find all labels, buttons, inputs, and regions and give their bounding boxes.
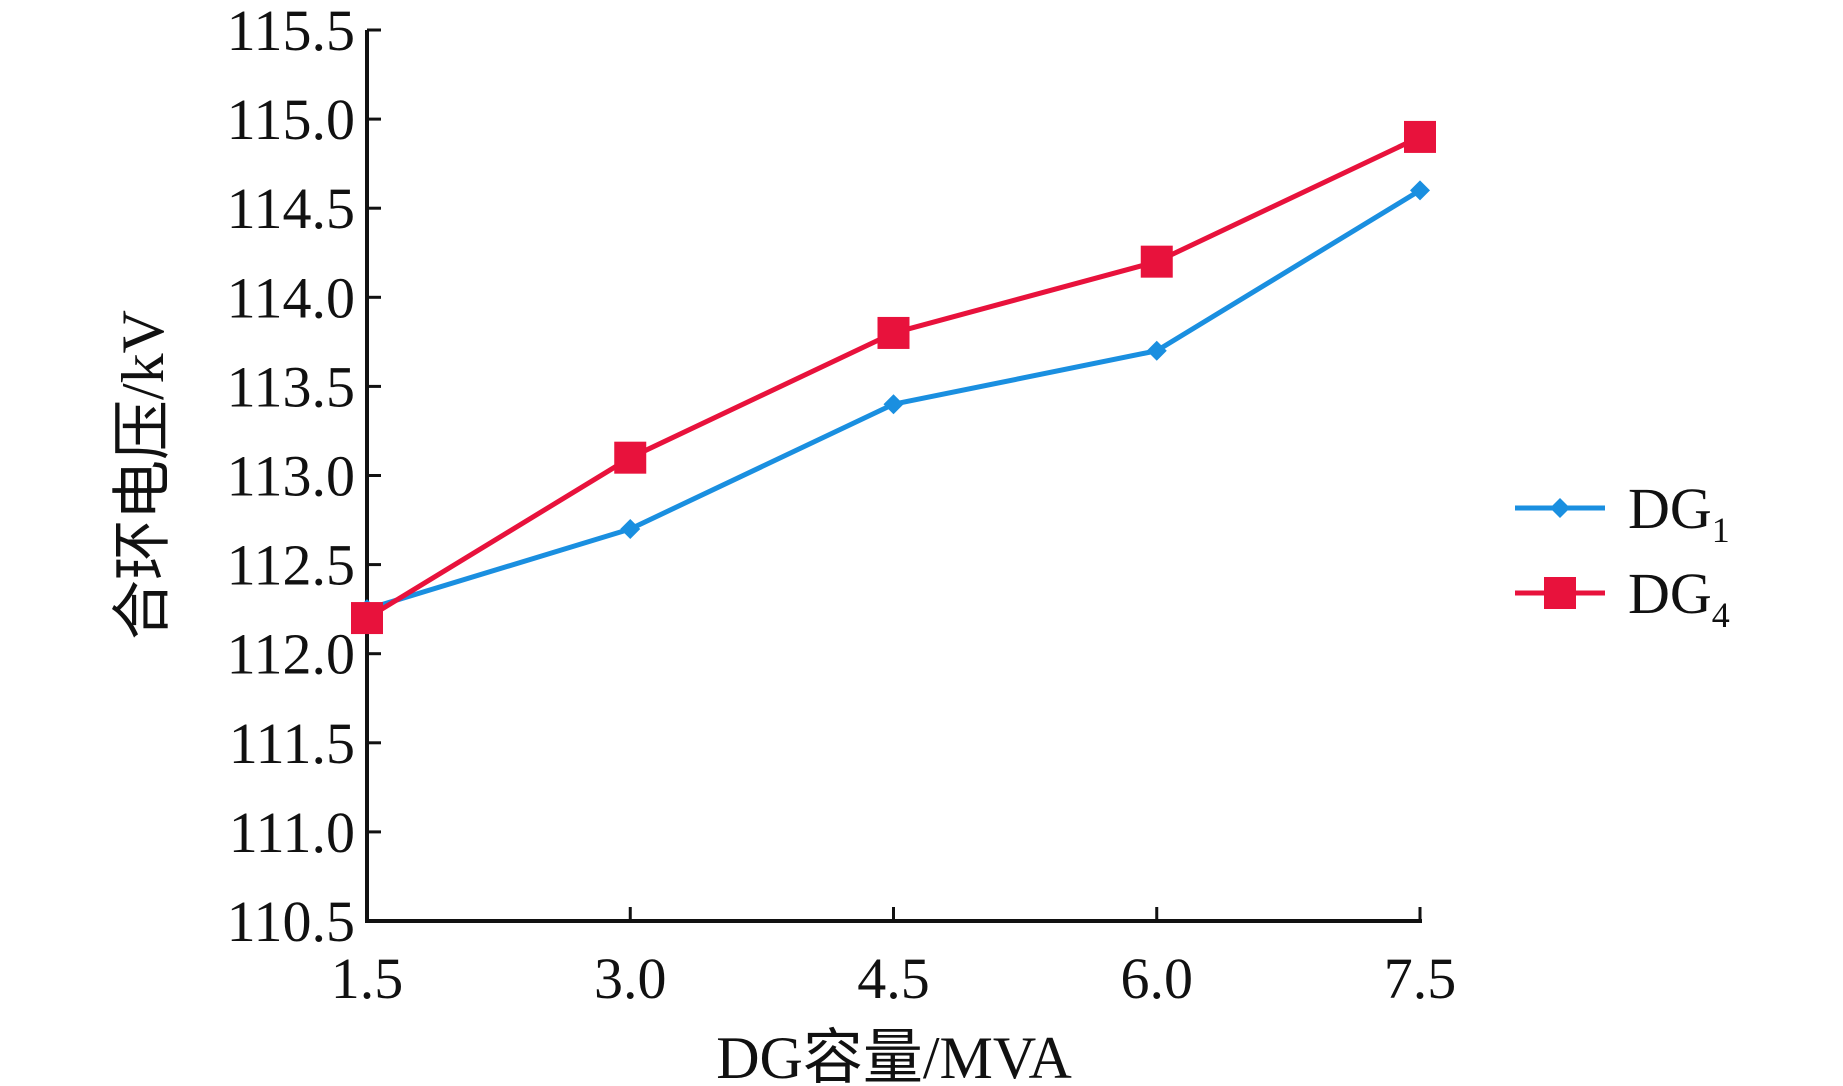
legend-item: DG4 bbox=[1515, 561, 1730, 635]
data-point bbox=[351, 602, 383, 635]
legend-label-subscript: 4 bbox=[1712, 595, 1730, 635]
data-point bbox=[1410, 180, 1430, 201]
data-point bbox=[1146, 340, 1167, 361]
y-tick-label: 113.0 bbox=[227, 444, 355, 509]
data-point bbox=[883, 394, 904, 415]
x-tick-label: 7.5 bbox=[1384, 946, 1457, 1011]
series-0 bbox=[357, 180, 1430, 620]
legend-label: DG1 bbox=[1628, 476, 1730, 550]
y-tick-label: 112.5 bbox=[227, 533, 355, 598]
data-point bbox=[1140, 245, 1173, 278]
legend-swatch-marker bbox=[1544, 577, 1576, 609]
y-tick-label: 111.0 bbox=[229, 800, 355, 865]
y-tick-label: 115.0 bbox=[227, 87, 355, 152]
series bbox=[351, 120, 1436, 635]
data-point bbox=[614, 441, 647, 474]
x-tick-label: 3.0 bbox=[594, 946, 667, 1011]
y-tick-label: 110.5 bbox=[227, 889, 355, 954]
data-point bbox=[620, 518, 641, 539]
y-tick-label: 114.0 bbox=[227, 265, 355, 330]
y-tick-label: 111.5 bbox=[229, 711, 355, 776]
x-tick-label: 1.5 bbox=[331, 946, 404, 1011]
y-axis-label: 合环电压/kV bbox=[110, 310, 176, 640]
ticks: 110.5 111.0 111.5 112.0 112.5 113.0 113.5 114.0… bbox=[227, 0, 1457, 1011]
legend-label-base: DG bbox=[1628, 476, 1712, 541]
x-tick-label: 4.5 bbox=[857, 946, 930, 1011]
legend-label-subscript: 1 bbox=[1712, 510, 1730, 550]
data-point bbox=[877, 316, 910, 349]
y-tick-label: 114.5 bbox=[227, 176, 355, 241]
legend-label: DG4 bbox=[1628, 561, 1730, 635]
legend-label-base: DG bbox=[1628, 561, 1712, 626]
x-axis-label: DG容量/MVA bbox=[716, 1025, 1072, 1086]
x-tick-label: 6.0 bbox=[1121, 946, 1194, 1011]
series-line bbox=[365, 134, 1422, 621]
series-1 bbox=[351, 120, 1436, 635]
legend-item: DG1 bbox=[1515, 476, 1730, 550]
axes bbox=[365, 30, 1422, 923]
y-tick-label: 113.5 bbox=[227, 354, 355, 419]
data-point bbox=[1404, 120, 1436, 153]
y-tick-label: 115.5 bbox=[227, 0, 355, 63]
y-tick-label: 112.0 bbox=[227, 622, 355, 687]
legend-swatch-marker bbox=[1550, 498, 1570, 518]
